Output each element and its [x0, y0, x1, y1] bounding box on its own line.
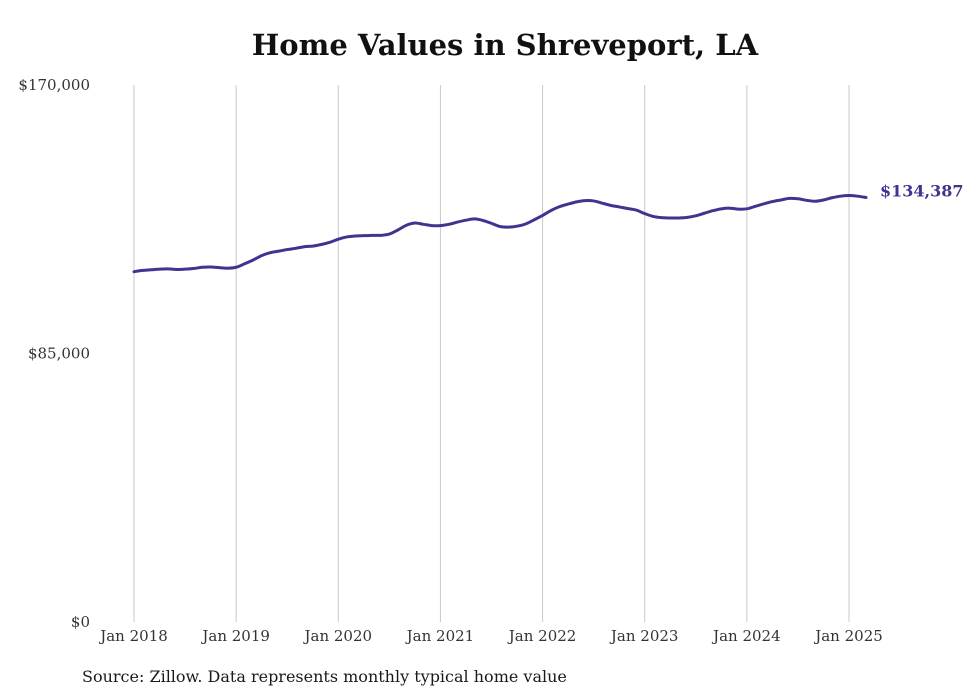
- series-line: [132, 194, 868, 274]
- x-tick-label: Jan 2019: [200, 627, 270, 645]
- x-tick-label: Jan 2022: [507, 627, 577, 645]
- x-tick-label: Jan 2023: [609, 627, 679, 645]
- y-tick-label: $85,000: [28, 345, 90, 363]
- chart-title: Home Values in Shreveport, LA: [251, 28, 759, 62]
- x-tick-label: Jan 2018: [98, 627, 168, 645]
- x-tick-label: Jan 2025: [813, 627, 883, 645]
- x-tick-label: Jan 2024: [711, 627, 781, 645]
- x-axis-ticks: Jan 2018 Jan 2019 Jan 2020 Jan 2021 Jan 2022…: [98, 627, 883, 645]
- x-tick-label: Jan 2020: [303, 627, 373, 645]
- y-axis-ticks: $170,000 $85,000 $0: [18, 76, 90, 631]
- y-tick-label: $170,000: [18, 76, 90, 94]
- grid-lines: [133, 85, 850, 622]
- series-layer: $134,387: [132, 181, 964, 274]
- x-tick-label: Jan 2021: [405, 627, 475, 645]
- series-end-label: $134,387: [880, 181, 964, 200]
- source-note: Source: Zillow. Data represents monthly …: [82, 667, 567, 686]
- y-tick-label: $0: [71, 613, 90, 631]
